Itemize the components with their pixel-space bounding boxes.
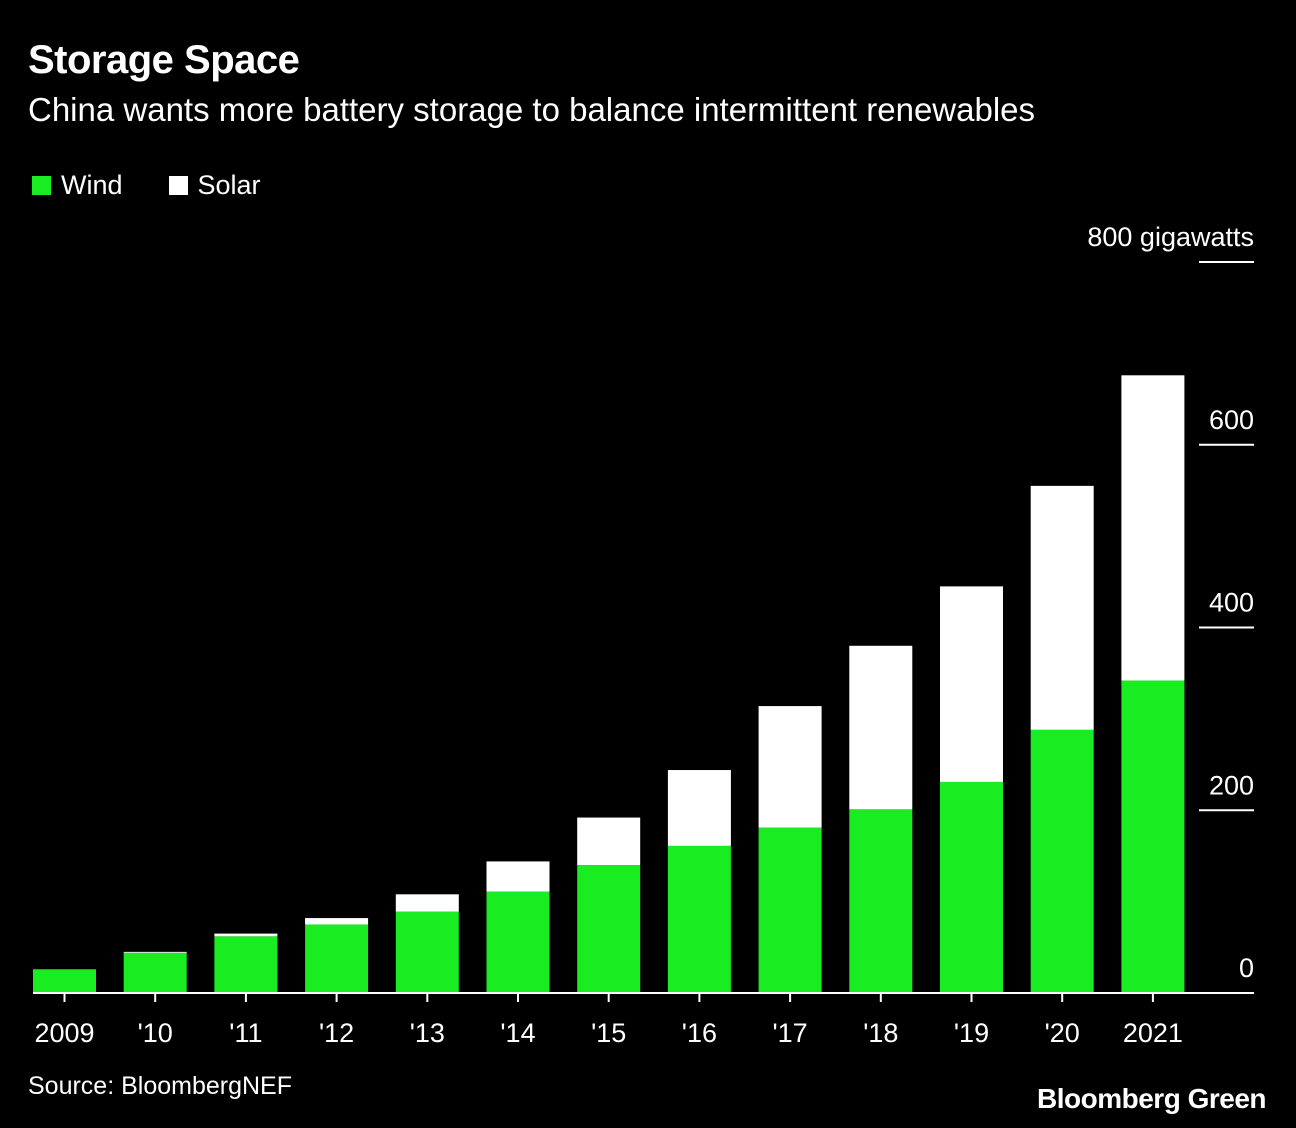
bar-wind-9	[849, 809, 913, 993]
bar-wind-0	[33, 969, 96, 993]
x-tick-label-7: '16	[682, 1018, 717, 1048]
y-tick-label-0: 0	[1239, 953, 1254, 983]
bar-wind-10	[940, 781, 1003, 993]
bar-solar-2	[214, 933, 278, 937]
bar-wind-8	[758, 827, 822, 993]
bar-wind-11	[1030, 729, 1094, 993]
bar-solar-6	[577, 817, 641, 866]
legend-item-wind: Wind	[32, 170, 123, 201]
bar-wind-3	[305, 924, 369, 993]
bar-solar-10	[940, 586, 1003, 782]
chart-subtitle: China wants more battery storage to bala…	[28, 91, 1036, 128]
bar-solar-12	[1121, 375, 1185, 681]
x-tick-label-0: 2009	[34, 1018, 94, 1048]
bar-wind-6	[577, 865, 641, 993]
legend-label-wind: Wind	[61, 170, 123, 200]
bar-wind-7	[667, 845, 731, 993]
legend: Wind Solar	[32, 170, 307, 201]
bar-wind-5	[486, 891, 550, 993]
x-tick-label-11: '20	[1045, 1018, 1080, 1048]
brand-logo: Bloomberg Green	[1037, 1083, 1266, 1114]
y-tick-label-200: 200	[1209, 770, 1254, 800]
chart-title: Storage Space	[28, 38, 300, 82]
x-tick-label-1: '10	[138, 1018, 173, 1048]
x-tick-label-5: '14	[500, 1018, 535, 1048]
bar-wind-1	[123, 952, 187, 993]
x-tick-label-10: '19	[954, 1018, 989, 1048]
bar-solar-5	[486, 861, 550, 892]
bar-solar-8	[758, 706, 822, 828]
x-tick-label-12: 2021	[1123, 1018, 1183, 1048]
bar-wind-12	[1121, 680, 1185, 993]
legend-item-solar: Solar	[168, 170, 261, 201]
bar-wind-2	[214, 936, 278, 993]
y-tick-label-400: 400	[1209, 588, 1254, 618]
bar-solar-11	[1030, 485, 1094, 730]
x-tick-label-2: '11	[229, 1018, 262, 1048]
bar-solar-9	[849, 645, 913, 810]
legend-label-solar: Solar	[197, 170, 261, 200]
x-tick-label-9: '18	[863, 1018, 898, 1048]
bar-wind-4	[395, 911, 459, 993]
bar-solar-3	[305, 918, 369, 925]
legend-swatch-solar	[168, 176, 188, 195]
y-tick-label-800: 800 gigawatts	[1087, 222, 1254, 252]
x-tick-label-6: '15	[591, 1018, 626, 1048]
source-note: Source: BloombergNEF	[28, 1072, 293, 1100]
x-tick-label-3: '12	[319, 1018, 354, 1048]
x-tick-label-8: '17	[773, 1018, 808, 1048]
y-tick-label-600: 600	[1209, 405, 1254, 435]
x-tick-label-4: '13	[410, 1018, 445, 1048]
bar-solar-7	[667, 770, 731, 846]
legend-swatch-wind	[32, 176, 51, 195]
bar-solar-4	[395, 894, 459, 912]
bar-solar-1	[123, 951, 187, 953]
